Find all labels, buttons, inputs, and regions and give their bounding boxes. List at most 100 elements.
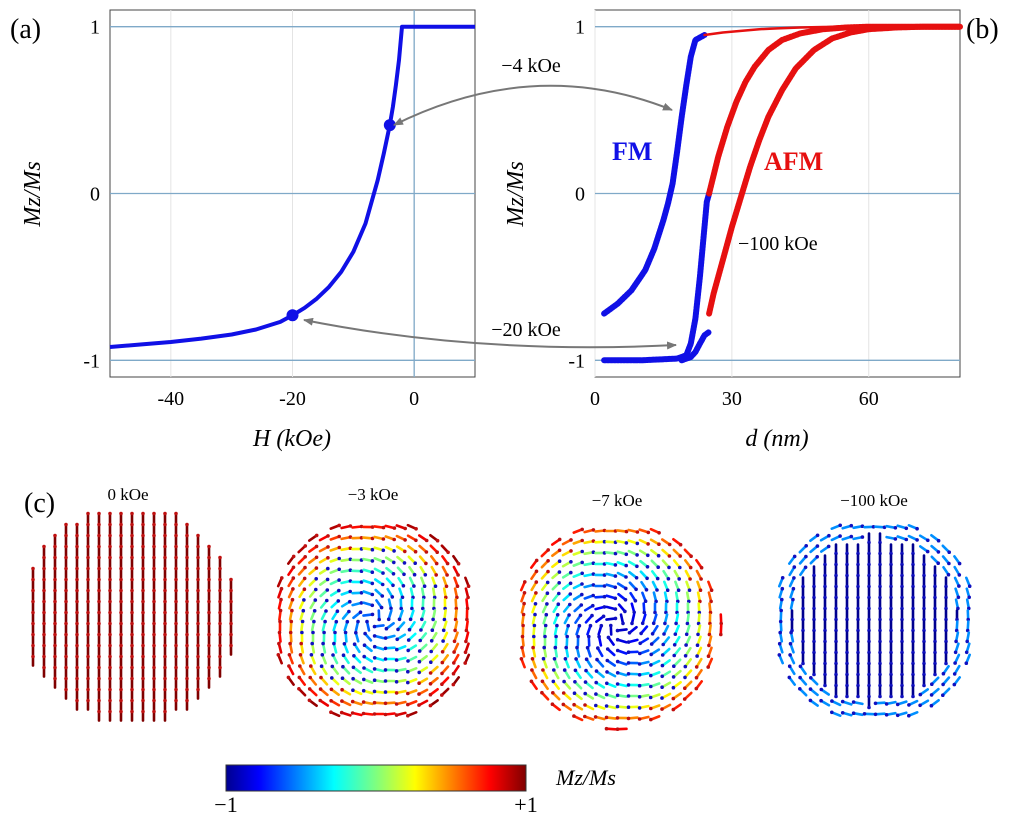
spin-arrow-tip	[889, 683, 893, 688]
spin-arrow-tip	[350, 711, 355, 715]
spin-arrow-tip	[550, 702, 555, 706]
spin-arrow-tip	[42, 643, 46, 648]
spin-arrow-tip	[406, 713, 410, 718]
spin-arrow-tip	[694, 665, 699, 669]
spin-arrow-tip	[626, 694, 631, 698]
spin-arrow-tip	[911, 661, 915, 666]
spin-arrow-tip	[406, 702, 410, 707]
spin-arrow-tip	[141, 610, 145, 615]
spin-arrow-tip	[801, 639, 805, 644]
spin-arrow-tip	[75, 643, 79, 648]
spin-arrow-tip	[637, 717, 642, 721]
spin-arrow-tip	[399, 606, 404, 611]
spin-arrow-tip	[626, 705, 631, 709]
spin-arrow-tip	[900, 617, 904, 622]
spin-arrow-tip	[196, 577, 200, 582]
spin-arrow-tip	[318, 687, 323, 691]
spin-arrow-tip	[660, 696, 664, 700]
spin-arrow-tip	[297, 675, 302, 680]
spin-arrow-tip	[624, 529, 629, 534]
spin-arrow-tip	[152, 522, 156, 527]
spin-arrow-tip	[812, 606, 816, 611]
spin-arrow-tip	[130, 665, 134, 670]
spin-arrow-tip	[152, 533, 156, 538]
spin-arrow-tip	[372, 667, 377, 671]
spin-arrow-tip	[573, 680, 577, 684]
spin-arrow-tip	[815, 544, 820, 548]
spin-arrow-tip	[320, 653, 325, 657]
spin-arrow-tip	[635, 553, 639, 557]
spin-arrow-tip	[337, 588, 341, 593]
spin-arrow-tip	[867, 639, 871, 644]
spin-arrow-tip	[429, 649, 434, 654]
spin-arrow-tip	[834, 683, 838, 688]
spin-arrow-tip	[53, 599, 57, 604]
spin-arrow-tip	[583, 680, 588, 684]
spin-arrow-tip	[163, 632, 167, 637]
spin-arrow-tip	[141, 687, 145, 692]
spin-arrow-tip	[633, 599, 638, 603]
spin-arrow-tip	[454, 606, 459, 611]
spin-arrow-tip	[694, 686, 699, 691]
spin-arrow-tip	[218, 632, 222, 637]
spin-arrow-tip	[361, 688, 366, 693]
spin-arrow-tip	[845, 606, 849, 611]
spin-arrow-tip	[456, 573, 460, 577]
spin-arrow-tip	[152, 577, 156, 582]
spin-arrow-tip	[196, 599, 200, 604]
spin-arrow-tip	[823, 661, 827, 666]
spin-arrow-tip	[75, 698, 79, 703]
spin-arrow-tip	[642, 610, 647, 615]
spin-arrow-tip	[834, 562, 838, 567]
spin-arrow-tip	[565, 634, 569, 639]
spin-arrow-tip	[544, 612, 549, 617]
spin-arrow-tip	[321, 641, 325, 646]
spin-arrow-tip	[218, 665, 222, 670]
spin-arrow-tip	[823, 672, 827, 677]
spin-arrow-tip	[635, 530, 640, 534]
spin-arrow-tip	[900, 672, 904, 677]
spin-arrow-tip	[372, 644, 377, 649]
spin-arrow-tip	[53, 544, 57, 549]
spin-arrow-tip	[348, 589, 353, 594]
spin-arrow-tip	[533, 602, 538, 606]
spin-arrow-tip	[689, 554, 693, 558]
spin-arrow-tip	[830, 699, 834, 703]
spin-arrow-tip	[684, 632, 689, 637]
spin-arrow-tip	[649, 706, 653, 711]
spin-arrow-tip	[851, 700, 856, 704]
spin-arrow-tip	[108, 709, 112, 714]
spin-arrow-tip	[878, 540, 882, 545]
spin-arrow-tip	[804, 544, 808, 548]
spin-arrow-tip	[878, 617, 882, 622]
spin-arrow-tip	[185, 687, 189, 692]
spin-arrow-tip	[594, 669, 599, 673]
spin-arrow-tip	[332, 641, 336, 646]
spin-arrow-tip	[279, 597, 283, 602]
spin-arrow-tip	[615, 693, 620, 698]
spin-arrow-tip	[307, 687, 312, 691]
spin-arrow-tip	[185, 632, 189, 637]
spin-arrow-tip	[851, 711, 856, 715]
spin-arrow-tip	[75, 588, 79, 593]
spin-arrow-tip	[801, 661, 805, 666]
spin-arrow-tip	[424, 538, 429, 543]
spin-arrow-tip	[174, 588, 178, 593]
spin-arrow-tip	[613, 551, 618, 556]
spin-arrow-tip	[557, 548, 562, 553]
spin-arrow-tip	[185, 522, 189, 527]
spin-arrow-tip	[394, 702, 399, 706]
spin-arrow-tip	[780, 597, 784, 602]
spin-arrow-tip	[309, 664, 313, 668]
spin-arrow-tip	[31, 566, 35, 571]
spin-arrow-tip	[314, 544, 319, 549]
panel-c-snapshots: 0 kOe −3 kOe −7 kOe −100 kOe	[31, 485, 972, 731]
spin-arrow-tip	[42, 599, 46, 604]
spin-arrow-tip	[621, 621, 625, 626]
spin-arrow-tip	[889, 628, 893, 633]
spin-arrow-tip	[108, 555, 112, 560]
spin-arrow-tip	[671, 685, 676, 690]
spin-arrow-tip	[311, 630, 315, 635]
spin-arrow-tip	[684, 643, 688, 647]
spin-arrow-tip	[218, 621, 222, 626]
